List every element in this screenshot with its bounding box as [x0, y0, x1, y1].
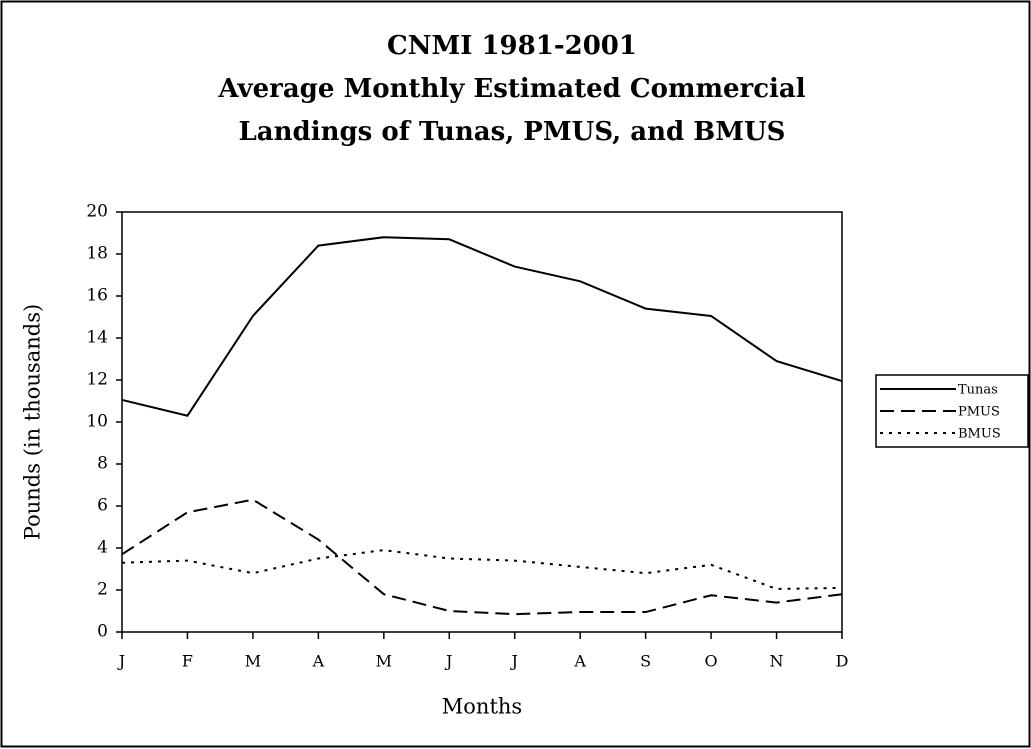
x-tick-label: M — [245, 652, 261, 671]
y-tick-label: 2 — [97, 580, 108, 600]
y-tick-label: 8 — [97, 454, 108, 474]
x-tick-label: N — [770, 652, 784, 671]
y-tick-label: 4 — [97, 538, 108, 558]
chart-title: Average Monthly Estimated Commercial — [217, 74, 805, 104]
x-tick-label: O — [705, 652, 718, 671]
chart-title: Landings of Tunas, PMUS, and BMUS — [239, 117, 786, 147]
y-tick-label: 12 — [86, 370, 108, 390]
x-axis-label: Months — [442, 695, 522, 719]
x-tick-label: M — [376, 652, 392, 671]
legend-label: BMUS — [958, 427, 1001, 442]
x-tick-label: F — [182, 652, 193, 671]
y-tick-label: 16 — [86, 286, 108, 306]
x-tick-label: J — [444, 652, 452, 671]
x-tick-label: D — [836, 652, 849, 671]
x-tick-label: A — [573, 652, 586, 671]
y-tick-label: 20 — [86, 202, 108, 222]
series-line — [121, 549, 843, 590]
series-line — [121, 236, 843, 417]
y-tick-label: 6 — [97, 496, 108, 516]
x-tick-label: J — [510, 652, 518, 671]
y-tick-label: 10 — [86, 412, 108, 432]
legend-label: PMUS — [958, 405, 1000, 420]
y-tick-label: 18 — [86, 244, 108, 264]
y-tick-label: 14 — [86, 328, 108, 348]
x-tick-label: S — [640, 652, 651, 671]
series-line — [121, 498, 843, 616]
y-tick-label: 0 — [97, 622, 108, 642]
x-tick-label: A — [312, 652, 325, 671]
y-axis-label: Pounds (in thousands) — [21, 304, 45, 540]
x-tick-label: J — [117, 652, 125, 671]
chart-title: CNMI 1981-2001 — [387, 31, 637, 61]
legend-label: Tunas — [958, 383, 998, 398]
